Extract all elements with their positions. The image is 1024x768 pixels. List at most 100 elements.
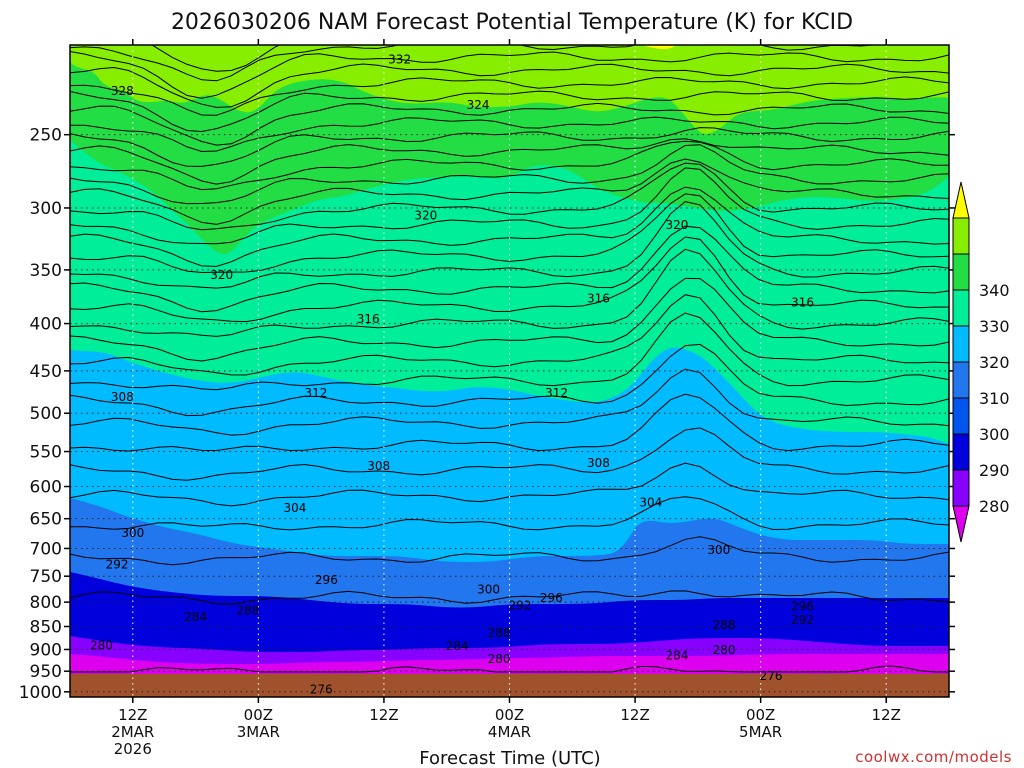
contour-line-288 [70, 393, 949, 452]
colorbar-segment [952, 433, 970, 471]
contour-label-text: 276 [310, 683, 333, 697]
contour-label-4: 320 [665, 218, 688, 232]
contour-label-3: 320 [414, 209, 437, 223]
pressure-tick-label: 900 [30, 640, 62, 660]
grid-lines [70, 45, 949, 697]
contour-line-336 [70, 51, 949, 99]
contour-line-280 [70, 536, 949, 566]
colorbar-segment [952, 217, 970, 255]
contour-label-34: 276 [760, 669, 783, 683]
pressure-tick-label: 700 [30, 539, 62, 559]
contour-label-35: 276 [310, 683, 333, 697]
contour-label-text: 320 [665, 218, 688, 232]
contour-label-text: 292 [509, 599, 532, 613]
contour-line-316 [70, 158, 949, 225]
contour-label-24: 292 [791, 613, 814, 627]
contour-label-10: 312 [545, 386, 568, 400]
contour-label-text: 284 [184, 610, 207, 624]
contour-label-text: 288 [236, 604, 259, 618]
pressure-tick-label: 550 [30, 443, 62, 463]
contour-label-text: 280 [488, 652, 511, 666]
contour-label-7: 316 [791, 296, 814, 310]
contour-line-318 [70, 144, 949, 205]
contour-label-text: 308 [111, 390, 134, 404]
contour-label-29: 284 [446, 639, 469, 653]
contour-line-282 [70, 496, 949, 531]
colorbar-tick-label: 320 [979, 353, 1010, 372]
credit-text: coolwx.com/models [855, 748, 1012, 766]
contour-label-text: 308 [587, 456, 610, 470]
contour-label-text: 296 [315, 573, 338, 587]
contour-label-text: 316 [357, 312, 380, 326]
contour-label-12: 308 [587, 456, 610, 470]
contour-label-14: 304 [639, 496, 662, 510]
contour-label-text: 316 [791, 296, 814, 310]
contour-label-text: 280 [713, 643, 736, 657]
colorbar-segment-low [952, 505, 970, 543]
colorbar: 280 290 300 310 320 330 340 [952, 181, 1010, 543]
contour-label-text: 304 [639, 496, 662, 510]
contour-line-332 [70, 76, 949, 116]
colorbar-segment-high [952, 181, 970, 219]
contour-label-text: 280 [90, 639, 113, 653]
contour-label-text: 292 [791, 613, 814, 627]
contour-label-text: 312 [304, 386, 327, 400]
contour-line-320 [70, 140, 949, 191]
contour-label-20: 300 [477, 582, 500, 596]
contour-line-330 [70, 90, 949, 133]
contour-line-328 [70, 102, 949, 146]
contour-label-text: 288 [488, 626, 511, 640]
contour-label-text: 300 [121, 526, 144, 540]
contour-label-19: 296 [315, 573, 338, 587]
contour-line-326 [70, 116, 949, 153]
contour-line-294 [70, 312, 949, 391]
time-tick-label: 2026 [114, 740, 152, 758]
pressure-tick-label: 850 [30, 617, 62, 637]
contour-label-25: 284 [184, 610, 207, 624]
pressure-tick-label: 500 [30, 404, 62, 424]
pressure-tick-label: 650 [30, 510, 62, 530]
chart-title: 2026030206 NAM Forecast Potential Temper… [171, 10, 853, 35]
contour-line-306 [70, 201, 949, 289]
contour-label-8: 316 [357, 312, 380, 326]
colorbar-segment [952, 325, 970, 363]
pressure-tick-label: 950 [30, 662, 62, 682]
colorbar-tick-label: 330 [979, 317, 1010, 336]
contour-line-340 [151, 45, 281, 72]
contour-line-314 [70, 162, 949, 231]
contour-label-28: 288 [488, 626, 511, 640]
contour-label-text: 308 [367, 459, 390, 473]
colorbar-tick-label: 300 [979, 425, 1010, 444]
pressure-tick-label: 300 [30, 199, 62, 219]
contour-label-21: 296 [540, 591, 563, 605]
contour-label-0: 332 [388, 52, 411, 66]
contour-label-27: 288 [713, 618, 736, 632]
contour-label-6: 316 [587, 291, 610, 305]
contour-line-312 [70, 167, 949, 245]
time-tick-label: 5MAR [739, 723, 782, 741]
pressure-tick-label: 1000 [19, 683, 62, 703]
contour-label-22: 292 [509, 599, 532, 613]
time-tick-label: 4MAR [488, 723, 531, 741]
contour-label-23: 296 [791, 600, 814, 614]
time-tick-label: 00Z [746, 706, 775, 724]
colorbar-tick-label: 290 [979, 461, 1010, 480]
contour-label-30: 280 [90, 639, 113, 653]
ground-surface [70, 674, 949, 697]
contour-label-text: 284 [665, 648, 688, 662]
contour-label-text: 276 [760, 669, 783, 683]
contour-line-286 [70, 427, 949, 481]
contour-label-32: 284 [665, 648, 688, 662]
contour-label-text: 312 [545, 386, 568, 400]
contour-label-5: 320 [210, 268, 233, 282]
pressure-axis: 250 300 350 400 450 500 550 600 650 700 750 800 850 9… [19, 126, 955, 703]
colorbar-tick-label: 310 [979, 389, 1010, 408]
contour-label-text: 304 [284, 501, 307, 515]
time-tick-label: 12Z [872, 706, 901, 724]
contour-label-text: 320 [414, 209, 437, 223]
time-tick-label: 3MAR [237, 723, 280, 741]
contour-label-text: 300 [707, 543, 730, 557]
contour-line-298 [70, 277, 949, 362]
time-tick-label: 12Z [369, 706, 398, 724]
